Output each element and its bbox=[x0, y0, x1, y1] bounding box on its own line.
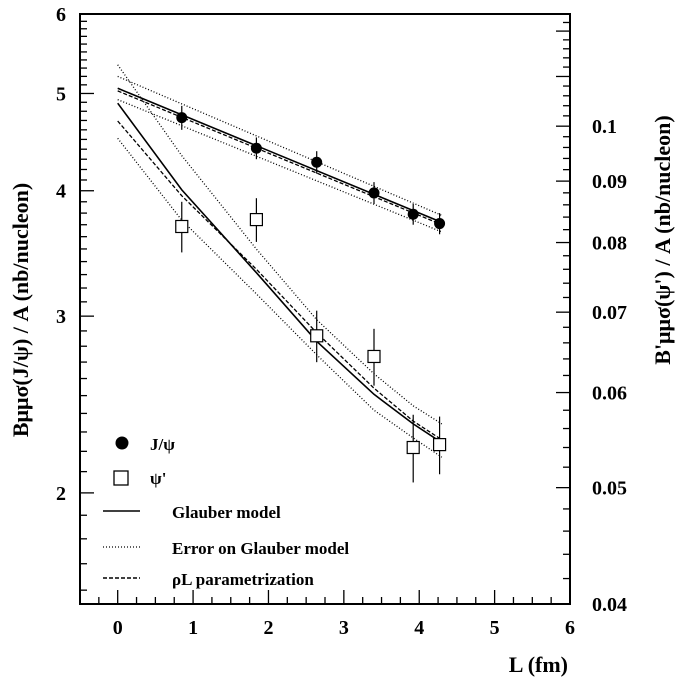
x-tick-label: 2 bbox=[263, 617, 273, 639]
right-tick-label: 0.1 bbox=[592, 116, 617, 138]
model-curves bbox=[117, 64, 443, 458]
legend-label-rhol: ρL parametrization bbox=[172, 570, 314, 589]
legend-symbol-open-square bbox=[113, 470, 129, 486]
jpsi-point bbox=[368, 187, 380, 199]
right-tick-label: 0.08 bbox=[592, 233, 627, 255]
left-tick-label: 3 bbox=[56, 306, 66, 328]
legend-item-psiprime: ψ' bbox=[113, 469, 166, 488]
right-tick-label: 0.06 bbox=[592, 383, 627, 405]
left-dotted-curve bbox=[117, 75, 443, 216]
x-tick-label: 4 bbox=[414, 617, 424, 639]
right-axis-ticks: 0.04 0.05 0.06 0.07 0.08 0.09 0.1 bbox=[556, 13, 627, 616]
jpsi-point bbox=[176, 112, 188, 124]
left-tick-label: 6 bbox=[56, 4, 66, 26]
psiprime-point bbox=[406, 440, 420, 455]
jpsi-point bbox=[250, 142, 262, 154]
legend-label-glauber: Glauber model bbox=[172, 503, 281, 522]
x-tick-label: 5 bbox=[490, 617, 500, 639]
left-axis-title: Bμμσ(J/ψ) / A (nb/nucleon) bbox=[8, 183, 33, 437]
left-tick-label: 5 bbox=[56, 83, 66, 105]
right-tick-label: 0.07 bbox=[592, 302, 627, 324]
x-tick-label: 3 bbox=[339, 617, 349, 639]
psiprime-point bbox=[310, 329, 324, 343]
legend-item-glauber-error: Error on Glauber model bbox=[103, 539, 349, 558]
x-axis-ticks: 0 1 2 3 4 5 6 bbox=[79, 590, 575, 639]
left-dashed-curve bbox=[117, 90, 443, 226]
right-axis-title: B'μμσ(ψ') / A (nb/nucleon) bbox=[650, 115, 675, 364]
right-tick-label: 0.05 bbox=[592, 478, 627, 500]
legend-label-psiprime: ψ' bbox=[150, 469, 166, 488]
right-tick-label: 0.09 bbox=[592, 171, 627, 193]
left-tick-label: 2 bbox=[56, 483, 66, 505]
psiprime-point bbox=[175, 219, 189, 234]
jpsi-point bbox=[311, 156, 323, 168]
right-solid-curve bbox=[117, 102, 443, 444]
right-tick-label: 0.04 bbox=[592, 594, 627, 616]
left-tick-label: 4 bbox=[56, 181, 66, 203]
legend-label-jpsi: J/ψ bbox=[150, 435, 175, 454]
jpsi-point bbox=[434, 218, 446, 230]
jpsi-point bbox=[407, 208, 419, 220]
x-tick-label: 0 bbox=[113, 617, 123, 639]
left-solid-curve bbox=[117, 87, 443, 224]
right-dotted-curve bbox=[117, 64, 443, 425]
x-axis-title: L (fm) bbox=[509, 652, 568, 677]
legend-symbol-filled-circle bbox=[115, 436, 129, 450]
legend-item-rhol: ρL parametrization bbox=[103, 570, 314, 589]
legend-item-jpsi: J/ψ bbox=[115, 435, 175, 454]
left-axis-ticks: 2 3 4 5 6 bbox=[56, 4, 94, 591]
legend: J/ψ ψ' Glauber model Error on Glauber mo… bbox=[103, 435, 349, 589]
left-dotted-curve bbox=[117, 98, 443, 233]
psiprime-point bbox=[367, 349, 381, 364]
psiprime-point bbox=[249, 212, 263, 227]
legend-label-glauber-error: Error on Glauber model bbox=[172, 539, 349, 558]
x-tick-label: 1 bbox=[188, 617, 198, 639]
x-tick-label: 6 bbox=[565, 617, 575, 639]
legend-item-glauber: Glauber model bbox=[103, 503, 281, 522]
psiprime-point bbox=[432, 438, 447, 452]
data-points bbox=[175, 105, 447, 483]
